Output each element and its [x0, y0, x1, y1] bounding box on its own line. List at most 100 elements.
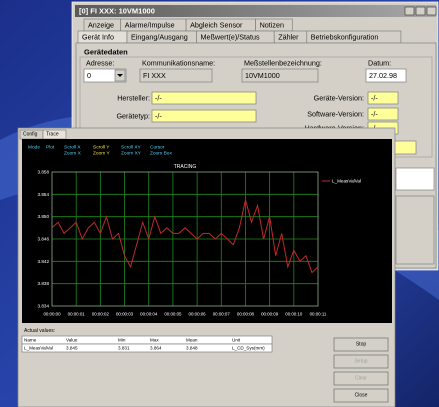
x-tick-label: 00:00:03 — [116, 312, 134, 317]
table-cell: 3.848 — [186, 346, 198, 351]
table-cell: L_CD_Sys(mm) — [232, 346, 265, 351]
text-field[interactable] — [139, 68, 213, 83]
tab-label[interactable]: Meßwert(e)/Status — [201, 33, 261, 42]
window-title: [0] FI XXX: 10VM1000 — [79, 7, 155, 16]
button-label[interactable]: Stop — [356, 342, 367, 348]
toolbar-button[interactable]: Scroll XY — [121, 145, 142, 151]
y-tick-label: 3.858 — [38, 170, 50, 175]
x-tick-label: 00:00:04 — [140, 312, 158, 317]
tab-label[interactable]: Anzeige — [88, 21, 114, 30]
chart-title: TRACING — [174, 164, 197, 170]
x-tick-label: 00:00:02 — [92, 312, 110, 317]
x-tick-label: 00:00:08 — [237, 312, 255, 317]
toolbar-button[interactable]: Zoom Y — [93, 151, 111, 157]
field-label: Datum: — [368, 59, 391, 68]
column-header: Name — [24, 338, 37, 343]
x-tick-label: 00:00:10 — [285, 312, 303, 317]
y-tick-label: 3.854 — [38, 192, 50, 197]
tab-label[interactable]: Notizen — [260, 21, 284, 30]
button[interactable] — [333, 371, 389, 386]
button-label[interactable]: Setup — [354, 359, 367, 365]
y-tick-label: 3.846 — [38, 237, 50, 242]
column-header: Min — [118, 338, 126, 343]
text-field[interactable] — [151, 109, 257, 123]
field-label: Adresse: — [86, 59, 114, 68]
trace-panel — [22, 139, 392, 323]
table-cell: 3.845 — [66, 346, 78, 351]
section-label: Actual values: — [24, 328, 55, 334]
column-header: Unit — [232, 338, 241, 343]
table-cell: L_MeasValVal — [24, 346, 53, 351]
table-row — [21, 343, 273, 353]
x-tick-label: 00:00:05 — [164, 312, 182, 317]
x-tick-label: 00:00:06 — [189, 312, 207, 317]
field-label: Gerätetyp: — [116, 112, 150, 121]
button[interactable] — [333, 388, 389, 403]
tab-label[interactable]: Alarme/Impulse — [125, 21, 175, 30]
y-tick-label: 3.838 — [38, 281, 50, 286]
tab-label[interactable]: Betriebskonfiguration — [311, 33, 379, 42]
field-value: -/- — [371, 110, 378, 119]
text-field[interactable] — [241, 68, 319, 83]
toolbar-button[interactable]: Zoom Box — [150, 151, 172, 157]
field-value: 0 — [87, 71, 91, 80]
x-tick-label: 00:00:00 — [43, 312, 61, 317]
title-button[interactable] — [426, 6, 437, 16]
text-field[interactable] — [365, 68, 407, 83]
toolbar-button[interactable]: Zoom X — [64, 151, 82, 157]
toolbar-button[interactable]: Mode — [28, 145, 40, 151]
x-tick-label: 00:00:01 — [68, 312, 86, 317]
field-label: Geräte-Version: — [314, 94, 364, 103]
x-tick-label: 00:00:11 — [310, 312, 327, 317]
toolbar-button[interactable]: Scroll X — [64, 145, 81, 151]
group-label: Gerätedaten — [84, 48, 128, 57]
dropdown-arrow — [117, 74, 123, 77]
tab-label[interactable]: Abgleich Sensor — [190, 21, 243, 30]
field-value: 27.02.98 — [369, 71, 397, 80]
column-header: Max — [150, 338, 159, 343]
x-tick-label: 00:00:09 — [261, 312, 279, 317]
table-cell: 3.864 — [150, 346, 162, 351]
text-field[interactable] — [367, 107, 399, 121]
title-button[interactable] — [415, 6, 426, 16]
tab-label[interactable]: Config — [23, 132, 38, 138]
button-label[interactable]: Close — [355, 393, 368, 399]
x-tick-label: 00:00:07 — [213, 312, 231, 317]
tab-label[interactable]: Zähler — [278, 33, 299, 42]
field-value: 10VM1000 — [245, 71, 280, 80]
field-label: Software-Version: — [307, 110, 364, 119]
tab-label[interactable]: Trace — [46, 132, 59, 138]
button[interactable] — [333, 354, 389, 369]
column-header: Value — [66, 338, 78, 343]
field-value: -/- — [371, 94, 378, 103]
table-cell: 3.831 — [118, 346, 130, 351]
tab-label[interactable]: Gerät Info — [82, 33, 114, 42]
text-field[interactable] — [367, 91, 399, 105]
button-label[interactable]: Clear — [355, 376, 367, 382]
frame — [395, 195, 435, 265]
legend-label: L_MeasValVal — [332, 179, 361, 184]
plot-frame — [51, 171, 319, 307]
field-label: Kommunikationsname: — [142, 59, 215, 68]
toolbar-button[interactable]: Plot — [46, 145, 55, 151]
title-button[interactable] — [404, 6, 415, 16]
button[interactable] — [333, 337, 389, 352]
field-label: Hersteller: — [117, 94, 150, 103]
text-field[interactable] — [151, 91, 257, 105]
toolbar-button[interactable]: Zoom XY — [121, 151, 142, 157]
tab-label[interactable]: Eingang/Ausgang — [131, 33, 188, 42]
field-value: -/- — [155, 112, 162, 121]
toolbar-button[interactable]: Scroll Y — [93, 145, 110, 151]
toolbar-button[interactable]: Cursor — [150, 145, 165, 151]
y-tick-label: 3.834 — [38, 304, 50, 309]
column-header: Mean — [186, 338, 198, 343]
trace-line — [51, 199, 319, 274]
y-tick-label: 3.842 — [38, 259, 50, 264]
field-label: Meßstellenbezeichnung: — [244, 59, 322, 68]
field-value: FI XXX — [143, 71, 166, 80]
title-bar — [75, 5, 436, 17]
field-value: -/- — [155, 94, 162, 103]
y-tick-label: 3.850 — [38, 214, 50, 219]
